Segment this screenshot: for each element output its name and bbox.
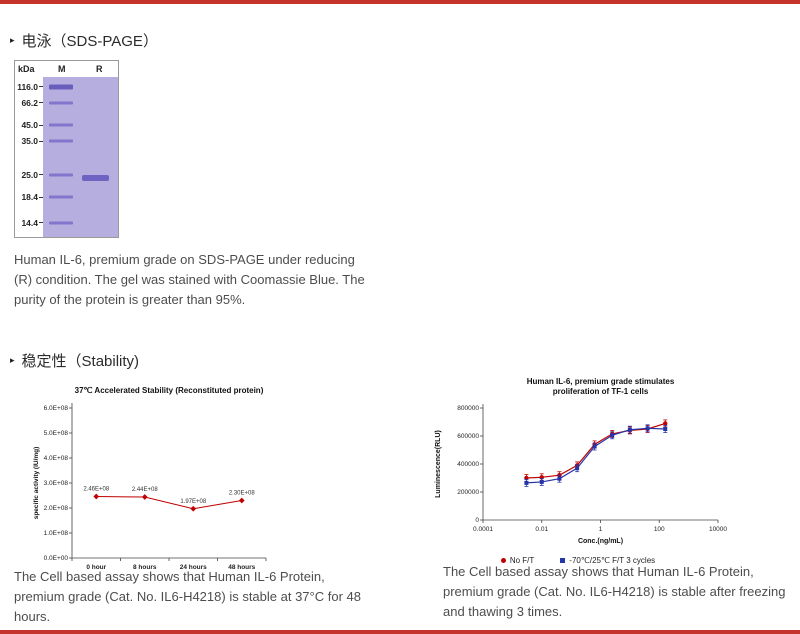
chart2-xtick: 10000 [709, 526, 727, 533]
section-title-text: 电泳（SDS-PAGE） [21, 33, 158, 50]
gel-marker-label: 18.4 [21, 192, 43, 202]
chart1-ytick: 4.0E+08 [44, 455, 69, 462]
gel-marker-label: 14.4 [21, 218, 43, 228]
legend-marker-square-icon [560, 558, 566, 563]
chart2-title: Human IL-6, premium grade stimulates [527, 377, 675, 386]
dose-response-chart: Human IL-6, premium grade stimulates prol… [428, 373, 728, 565]
gel-marker-band [49, 84, 73, 90]
chart2-ytick: 400000 [457, 461, 479, 468]
chart1-data-marker [141, 494, 148, 500]
legend-label-no-ft: No F/T [509, 556, 535, 565]
legend-item-no-ft: No F/T [500, 556, 535, 565]
chart1-ytick: 5.0E+08 [44, 430, 69, 437]
chart2-title: proliferation of TF-1 cells [553, 387, 649, 396]
dose-response-chart-svg: Human IL-6, premium grade stimulatesprol… [435, 377, 727, 545]
chart2-ylabel: Luminescence(RLU) [435, 430, 442, 498]
gel-marker-labels: 116.0 66.2 45.0 35.0 25.0 18.4 14.4 [15, 77, 43, 237]
chart2-xtick: 100 [654, 526, 665, 533]
section-header-electrophoresis: ▸ 电泳（SDS-PAGE） [10, 30, 158, 51]
chart2-ytick: 600000 [457, 433, 479, 440]
gel-marker-band [49, 101, 73, 105]
triangle-bullet-icon: ▸ [10, 355, 15, 365]
stability-line-chart-svg: 37℃ Accelerated Stability (Reconstituted… [33, 386, 267, 571]
chart1-xtick: 8 hours [133, 564, 157, 571]
chart1-ytick: 0.0E+00 [44, 555, 69, 562]
chart1-ytick: 6.0E+08 [44, 405, 69, 412]
gel-unit-label: kDa [18, 64, 35, 74]
chart1-ytick: 3.0E+08 [44, 480, 69, 487]
chart2-ytick: 800000 [457, 405, 479, 412]
chart2-data-marker [663, 427, 668, 431]
gel-image [43, 77, 118, 237]
chart2-data-marker [592, 444, 597, 449]
gel-marker-band [49, 123, 73, 127]
chart1-data-label: 1.97E+08 [180, 499, 207, 505]
chart1-data-label: 2.30E+08 [229, 491, 256, 497]
gel-marker-band [49, 139, 73, 143]
chart2-data-marker [610, 433, 615, 438]
chart2-xtick: 1 [599, 526, 603, 533]
gel-lane-r-label: R [96, 64, 103, 74]
legend-item-ft-cycles: -70℃/25℃ F/T 3 cycles [560, 556, 655, 565]
chart1-ytick: 1.0E+08 [44, 530, 69, 537]
chart2-data-marker [524, 480, 529, 485]
gel-marker-label: 66.2 [21, 98, 43, 108]
chart2-data-marker [645, 426, 650, 431]
section-header-stability: ▸ 稳定性（Stability) [10, 350, 139, 371]
section-title-text: 稳定性（Stability) [21, 353, 140, 370]
chart1-data-marker [190, 505, 197, 512]
gel-body: 116.0 66.2 45.0 35.0 25.0 18.4 14.4 [15, 77, 118, 237]
chart2-data-marker [539, 479, 544, 484]
chart-legend: No F/T -70℃/25℃ F/T 3 cycles [428, 556, 728, 565]
triangle-bullet-icon: ▸ [10, 35, 15, 45]
chart2-data-marker [627, 427, 632, 432]
gel-caption: Human IL-6, premium grade on SDS-PAGE un… [14, 252, 365, 307]
gel-marker-label: 35.0 [21, 136, 43, 146]
stability-caption-right: The Cell based assay shows that Human IL… [443, 564, 786, 619]
chart1-xtick: 0 hour [86, 564, 106, 571]
gel-lane-m-label: M [58, 64, 66, 74]
chart1-title: 37℃ Accelerated Stability (Reconstituted… [75, 386, 264, 395]
chart1-data-marker [93, 493, 100, 500]
gel-sample-band [82, 174, 109, 181]
chart2-data-marker [663, 421, 668, 426]
chart2-series-line [526, 422, 666, 479]
gel-marker-band [49, 173, 73, 177]
chart1-data-label: 2.44E+08 [132, 487, 159, 493]
chart2-data-marker [575, 466, 580, 471]
gel-marker-label: 45.0 [21, 120, 43, 130]
stability-line-chart: 37℃ Accelerated Stability (Reconstituted… [28, 383, 273, 580]
chart1-ylabel: specific activity (IU/mg) [33, 447, 40, 520]
chart2-ytick: 0 [475, 517, 479, 524]
gel-marker-band [49, 195, 73, 199]
chart2-ytick: 200000 [457, 489, 479, 496]
chart1-xtick: 48 hours [228, 564, 255, 571]
chart2-xtick: 0.0001 [473, 526, 493, 533]
chart1-ytick: 2.0E+08 [44, 505, 69, 512]
chart2-xtick: 0.01 [535, 526, 548, 533]
chart1-series-line [96, 496, 242, 510]
chart2-series-line [526, 427, 666, 484]
chart1-data-label: 2.46E+08 [83, 487, 110, 493]
gel-marker-label: 116.0 [17, 82, 43, 92]
gel-marker-label: 25.0 [21, 170, 43, 180]
chart2-data-marker [557, 476, 562, 481]
top-accent-bar [0, 0, 800, 4]
chart1-xtick: 24 hours [180, 564, 207, 571]
gel-header: kDa M R [15, 61, 118, 77]
sds-page-gel-figure: kDa M R 116.0 66.2 45.0 35.0 25.0 18.4 14.4 [14, 60, 119, 238]
legend-marker-circle-icon [500, 558, 506, 563]
chart1-data-marker [238, 497, 245, 504]
legend-label-ft-cycles: -70℃/25℃ F/T 3 cycles [569, 556, 656, 565]
gel-marker-band [49, 221, 73, 225]
bottom-accent-bar [0, 630, 800, 634]
chart2-xlabel: Conc.(ng/mL) [578, 538, 623, 545]
stability-caption-left: The Cell based assay shows that Human IL… [14, 569, 361, 624]
